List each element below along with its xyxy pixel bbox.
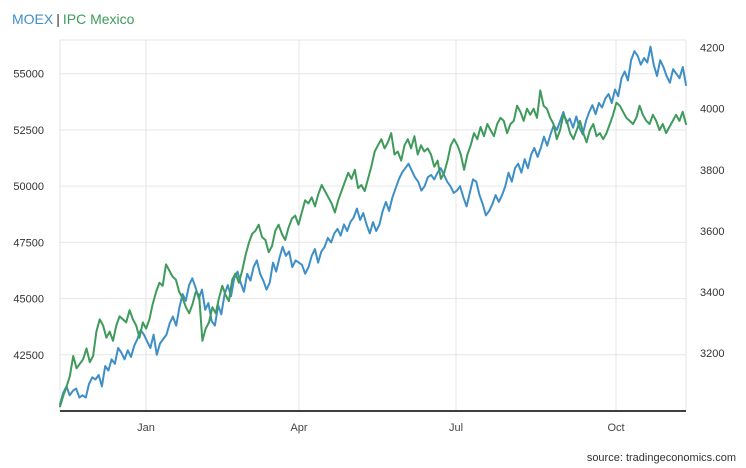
chart-title: MOEX | IPC Mexico: [12, 10, 134, 28]
y-right-tick-label: 4000: [700, 104, 724, 116]
y-left-tick-label: 50000: [13, 181, 44, 193]
tick-labels: 42500 45000 47500 50000 52500 55000 3200 3400 36…: [13, 43, 724, 434]
y-left-tick-label: 52500: [13, 125, 44, 137]
y-right-tick-label: 3200: [700, 348, 724, 360]
y-left-tick-label: 55000: [13, 69, 44, 81]
y-right-tick-label: 4200: [700, 43, 724, 55]
y-left-tick-label: 45000: [13, 294, 44, 306]
series-line-ipc-mexico: [59, 89, 687, 408]
y-left-tick-label: 47500: [13, 237, 44, 249]
x-tick-label: Jul: [449, 422, 463, 434]
y-right-tick-label: 3400: [700, 287, 724, 299]
x-tick-label: Apr: [290, 422, 307, 434]
y-right-tick-label: 3800: [700, 165, 724, 177]
source-credit: source: tradingeconomics.com: [586, 452, 736, 464]
title-separator: |: [56, 11, 60, 27]
series-lines: [59, 45, 687, 408]
x-tick-label: Oct: [607, 422, 624, 434]
x-tick-label: Jan: [137, 422, 155, 434]
series-title-ipc-mexico: IPC Mexico: [62, 11, 135, 27]
y-right-tick-label: 3600: [700, 226, 724, 238]
series-title-moex: MOEX: [12, 11, 54, 27]
series-line-moex: [59, 45, 687, 406]
y-left-tick-label: 42500: [13, 350, 44, 362]
